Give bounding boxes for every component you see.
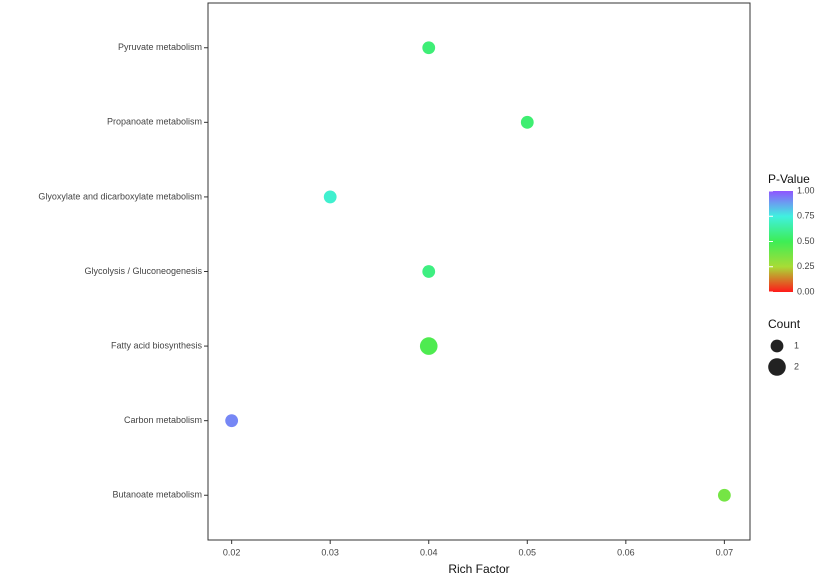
y-tick-label: Fatty acid biosynthesis [111,340,203,350]
plot-frame [207,2,751,541]
x-tick-label: 0.04 [420,547,438,557]
size-key [768,358,786,376]
y-tick-label: Glyoxylate and dicarboxylate metabolism [38,191,202,201]
point [717,488,731,502]
point [422,265,436,278]
y-tick-label: Propanoate metabolism [107,117,202,127]
color-tick-label: 0.00 [797,286,815,296]
x-axis-title: Rich Factor [448,562,509,576]
size-legend-title: Count [768,317,801,331]
size-key-label: 1 [794,340,799,350]
x-tick-label: 0.05 [519,547,537,557]
color-tick-label: 0.25 [797,261,815,271]
point [419,337,438,355]
y-tick-label: Pyruvate metabolism [118,42,202,52]
x-tick-label: 0.06 [617,547,635,557]
y-tick-label: Butanoate metabolism [112,490,202,500]
color-tick-label: 0.75 [797,211,815,221]
x-tick-label: 0.07 [716,547,734,557]
color-tick-label: 1.00 [797,185,815,195]
point [225,414,239,428]
y-tick-label: Carbon metabolism [124,415,202,425]
point [323,190,337,204]
point [520,115,534,129]
size-key-label: 2 [794,361,799,371]
point [422,41,436,55]
y-tick-label: Glycolysis / Gluconeogenesis [84,266,202,276]
color-tick-label: 0.50 [797,236,815,246]
x-tick-label: 0.02 [223,547,241,557]
size-key [770,339,784,353]
color-legend-title: P-Value [768,172,810,186]
x-tick-label: 0.03 [321,547,339,557]
